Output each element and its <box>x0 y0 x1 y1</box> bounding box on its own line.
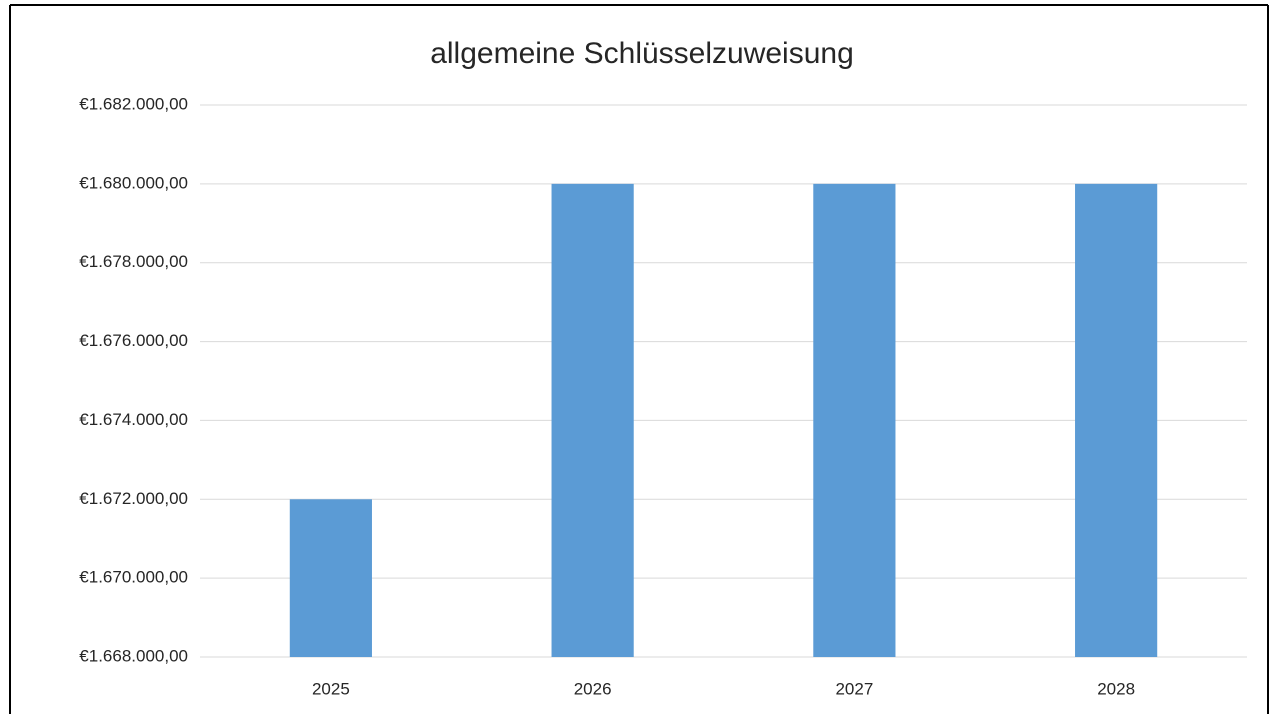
x-tick-label: 2028 <box>1097 679 1135 698</box>
chart-title: allgemeine Schlüsselzuweisung <box>430 37 854 70</box>
bar <box>1075 183 1158 657</box>
x-tick-label: 2027 <box>835 679 873 698</box>
x-tick-label: 2026 <box>574 679 612 698</box>
y-tick-label: €1.676.000,00 <box>79 331 188 350</box>
bar <box>551 183 634 657</box>
y-tick-label: €1.682.000,00 <box>79 94 188 113</box>
y-tick-label: €1.668.000,00 <box>79 646 188 665</box>
y-tick-label: €1.680.000,00 <box>79 173 188 192</box>
bar <box>813 183 896 657</box>
bar <box>289 499 372 657</box>
y-tick-label: €1.672.000,00 <box>79 489 188 508</box>
y-tick-label: €1.678.000,00 <box>79 252 188 271</box>
y-tick-label: €1.674.000,00 <box>79 410 188 429</box>
x-tick-label: 2025 <box>312 679 350 698</box>
y-tick-label: €1.670.000,00 <box>79 568 188 587</box>
